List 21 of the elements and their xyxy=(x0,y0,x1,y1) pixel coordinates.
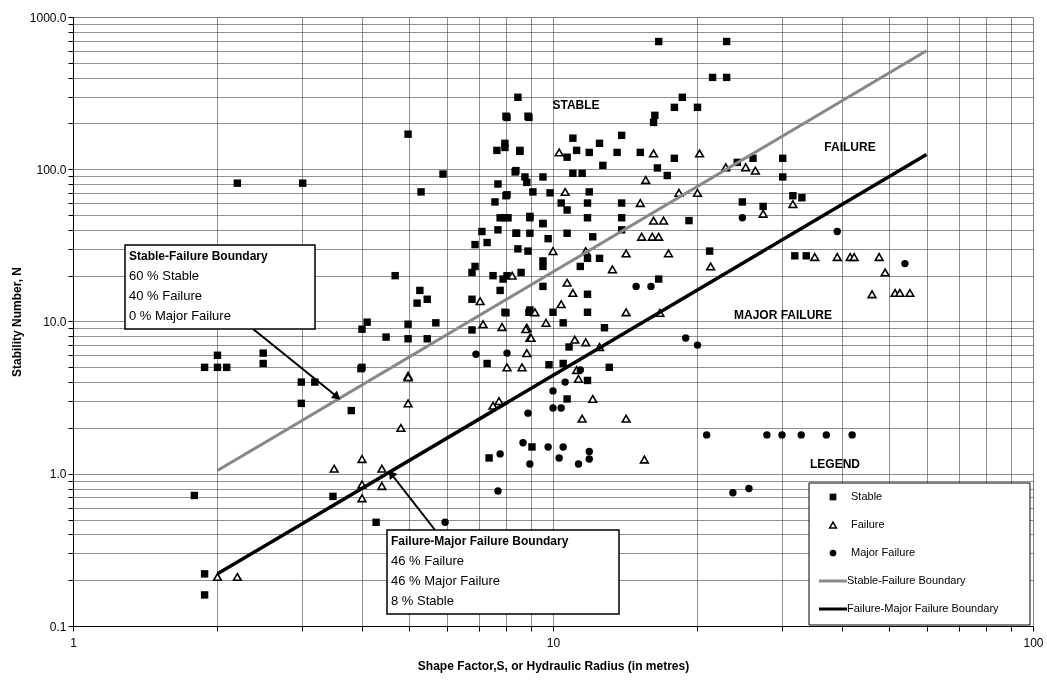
annotation: STABLE xyxy=(552,98,600,112)
legend-label: Failure-Major Failure Boundary xyxy=(847,602,1000,614)
annotation: MAJOR FAILURE xyxy=(733,308,833,322)
annotation: Stable-Failure Boundary 60 % Stable 40 % Failure 0 % Major Failure xyxy=(129,249,269,323)
annotation: FAILURE xyxy=(824,140,876,154)
y-tick-label: 1.0 xyxy=(49,467,67,482)
legend-label: Major Failure xyxy=(851,546,916,558)
y-axis-title: Stability Number, N xyxy=(9,266,24,378)
legend-label: Failure xyxy=(851,518,885,530)
x-axis-title: Shape Factor,S, or Hydraulic Radius (in metres) xyxy=(417,658,690,673)
legend-label: Stable-Failure Boundary xyxy=(847,574,967,586)
y-tick-label: 10.0 xyxy=(43,315,67,329)
x-tick-label: 10 xyxy=(546,635,561,650)
annotation: LEGEND xyxy=(809,457,861,471)
legend-label: Stable xyxy=(851,490,883,502)
annotation: Failure-Major Failure Boundary 46 % Failure 46 % Major Failure 8 % Stable xyxy=(391,534,569,608)
y-tick-label: 100.0 xyxy=(36,162,67,177)
x-tick-label: 1 xyxy=(70,635,78,650)
x-tick-label: 100 xyxy=(1023,635,1044,650)
y-tick-label: 0.1 xyxy=(49,619,67,634)
y-tick-label: 1000.0 xyxy=(29,10,67,25)
